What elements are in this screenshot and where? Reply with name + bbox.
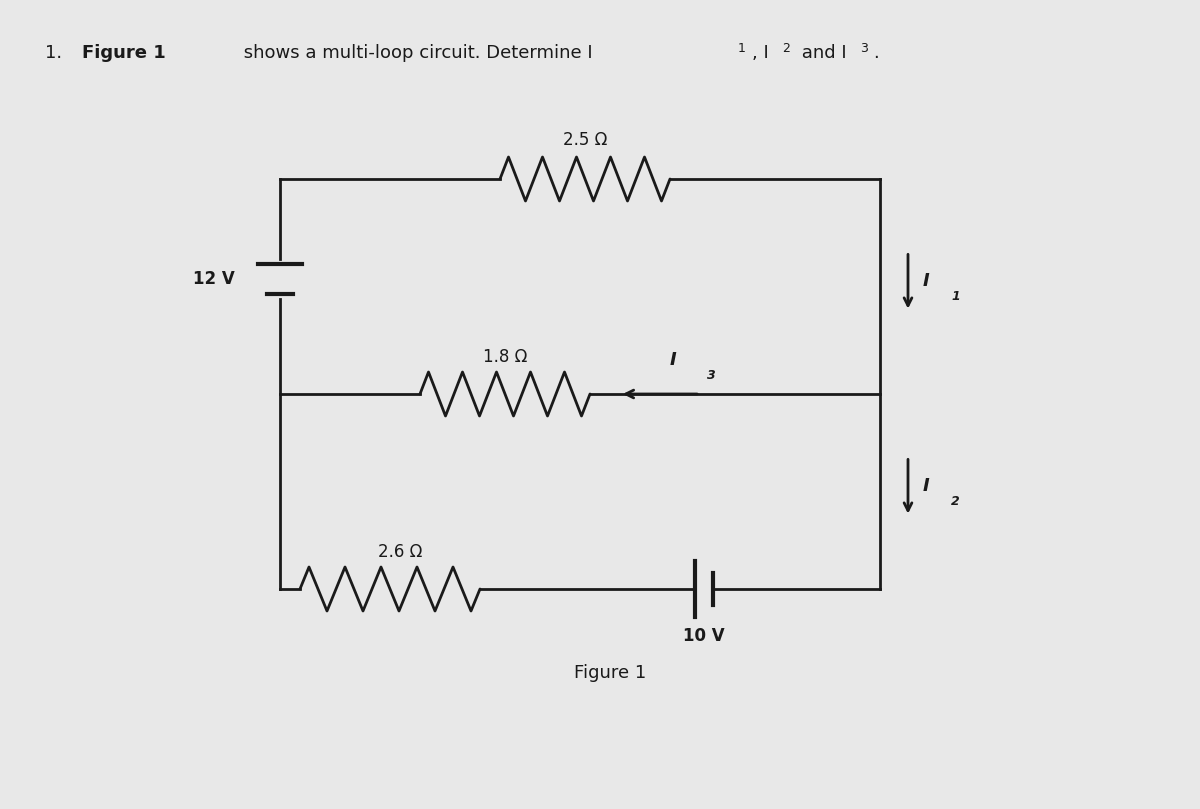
- Text: 1.8 Ω: 1.8 Ω: [482, 348, 527, 366]
- Text: Figure 1: Figure 1: [82, 44, 166, 62]
- Text: , I: , I: [752, 44, 769, 62]
- Text: 1: 1: [738, 42, 746, 55]
- Text: 3: 3: [860, 42, 868, 55]
- Text: .: .: [874, 44, 878, 62]
- Text: 12 V: 12 V: [193, 270, 235, 288]
- Text: I: I: [670, 351, 677, 369]
- Text: 3: 3: [707, 369, 715, 382]
- Text: 1.: 1.: [46, 44, 62, 62]
- Text: I: I: [923, 477, 930, 495]
- Text: I: I: [923, 273, 930, 290]
- Text: 1: 1: [952, 290, 960, 303]
- Text: 2: 2: [952, 495, 960, 508]
- Text: Figure 1: Figure 1: [574, 664, 646, 682]
- Text: shows a multi-loop circuit. Determine I: shows a multi-loop circuit. Determine I: [238, 44, 593, 62]
- Text: 2: 2: [782, 42, 790, 55]
- Text: 2.6 Ω: 2.6 Ω: [378, 543, 422, 561]
- Text: 10 V: 10 V: [683, 627, 725, 645]
- Text: 2.5 Ω: 2.5 Ω: [563, 131, 607, 149]
- Text: and I: and I: [796, 44, 847, 62]
